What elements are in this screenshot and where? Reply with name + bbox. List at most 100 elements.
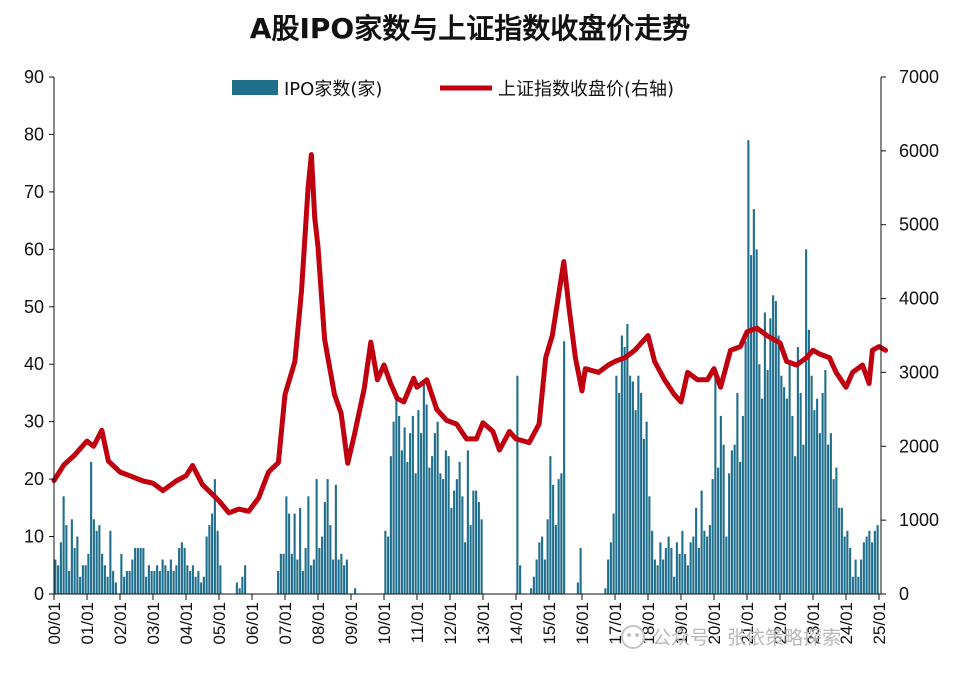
ipo-bar	[755, 249, 758, 594]
ipo-bar	[450, 507, 453, 594]
ipo-bar	[332, 559, 335, 594]
ipo-bar	[301, 571, 304, 594]
ipo-bar	[747, 140, 750, 594]
ipo-bar	[340, 553, 343, 594]
ipo-bar	[414, 473, 417, 594]
ipo-bar	[98, 525, 101, 594]
x-tick-label: 13/01	[474, 602, 493, 645]
ipo-bar	[719, 415, 722, 594]
ipo-bar	[620, 335, 623, 594]
ipo-bar	[95, 530, 98, 594]
ipo-bar	[816, 398, 819, 594]
ipo-bar	[722, 444, 725, 594]
left-tick-label: 60	[24, 239, 44, 259]
ipo-bar	[103, 565, 106, 594]
ipo-bar	[81, 565, 84, 594]
ipo-bar	[689, 542, 692, 594]
ipo-bar	[846, 530, 849, 594]
ipo-bar	[662, 559, 665, 594]
ipo-bar	[191, 565, 194, 594]
ipo-bar	[557, 479, 560, 594]
x-tick-label: 01/01	[78, 602, 97, 645]
ipo-bar	[871, 542, 874, 594]
ipo-bar	[442, 479, 445, 594]
ipo-bar	[403, 427, 406, 594]
ipo-bar	[169, 559, 172, 594]
left-tick-label: 70	[24, 182, 44, 202]
ipo-bar	[167, 571, 170, 594]
ipo-bar	[741, 415, 744, 594]
ipo-bar	[761, 398, 764, 594]
ipo-bar	[455, 479, 458, 594]
ipo-bar	[208, 525, 211, 594]
left-tick-label: 10	[24, 527, 44, 547]
ipo-bar	[90, 461, 93, 594]
ipo-bar	[304, 548, 307, 594]
ipo-bar	[172, 571, 175, 594]
ipo-bar	[139, 548, 142, 594]
ipo-bar	[411, 415, 414, 594]
ipo-bar	[299, 507, 302, 594]
left-tick-label: 30	[24, 412, 44, 432]
ipo-bar	[695, 507, 698, 594]
ipo-bar	[235, 582, 238, 594]
ipo-bar	[686, 565, 689, 594]
ipo-bar	[807, 329, 810, 594]
ipo-bar	[444, 450, 447, 594]
ipo-bar	[337, 559, 340, 594]
ipo-bar	[673, 576, 676, 594]
ipo-bar	[307, 496, 310, 594]
ipo-bar	[810, 375, 813, 594]
ipo-bar	[321, 536, 324, 594]
ipo-bar	[607, 559, 610, 594]
ipo-bar	[161, 559, 164, 594]
ipo-bar	[519, 565, 522, 594]
ipo-bar	[752, 209, 755, 594]
ipo-bar	[843, 536, 846, 594]
ipo-bar	[832, 479, 835, 594]
x-tick-label: 11/01	[408, 602, 427, 643]
ipo-bar	[725, 536, 728, 594]
ipo-bar	[156, 565, 159, 594]
watermark-logo-dot	[635, 633, 639, 637]
right-tick-label: 0	[899, 584, 909, 604]
ipo-bar	[667, 536, 670, 594]
ipo-bar	[84, 565, 87, 594]
ipo-bar	[653, 559, 656, 594]
ipo-bar	[200, 582, 203, 594]
ipo-bar	[395, 392, 398, 594]
ipo-bar	[692, 536, 695, 594]
ipo-bar	[736, 392, 739, 594]
ipo-bar	[818, 433, 821, 594]
left-tick-label: 90	[24, 67, 44, 87]
x-tick-label: 04/01	[177, 602, 196, 645]
right-tick-label: 6000	[899, 141, 939, 161]
ipo-bar	[862, 542, 865, 594]
ipo-bar	[219, 565, 222, 594]
ipo-bar	[238, 588, 241, 594]
x-tick-label: 07/01	[276, 602, 295, 645]
ipo-bar	[406, 461, 409, 594]
ipo-bar	[634, 410, 637, 594]
x-tick-label: 14/01	[507, 602, 526, 645]
ipo-bar	[131, 559, 134, 594]
ipo-bar	[436, 421, 439, 594]
ipo-bar	[216, 530, 219, 594]
ipo-bar	[868, 530, 871, 594]
legend-bar-label: IPO家数(家)	[284, 79, 382, 100]
ipo-bar	[543, 559, 546, 594]
ipo-bar	[87, 553, 90, 594]
x-tick-label: 05/01	[210, 602, 229, 645]
x-tick-label: 03/01	[144, 602, 163, 645]
left-tick-label: 0	[34, 584, 44, 604]
ipo-bar	[279, 553, 282, 594]
ipo-bar	[469, 525, 472, 594]
ipo-bar	[612, 513, 615, 594]
ipo-bar	[186, 565, 189, 594]
ipo-bar	[560, 473, 563, 594]
ipo-bar	[400, 450, 403, 594]
ipo-bar	[73, 548, 76, 594]
x-tick-label: 12/01	[441, 602, 460, 645]
ipo-bar	[68, 571, 71, 594]
ipo-bar	[62, 496, 65, 594]
